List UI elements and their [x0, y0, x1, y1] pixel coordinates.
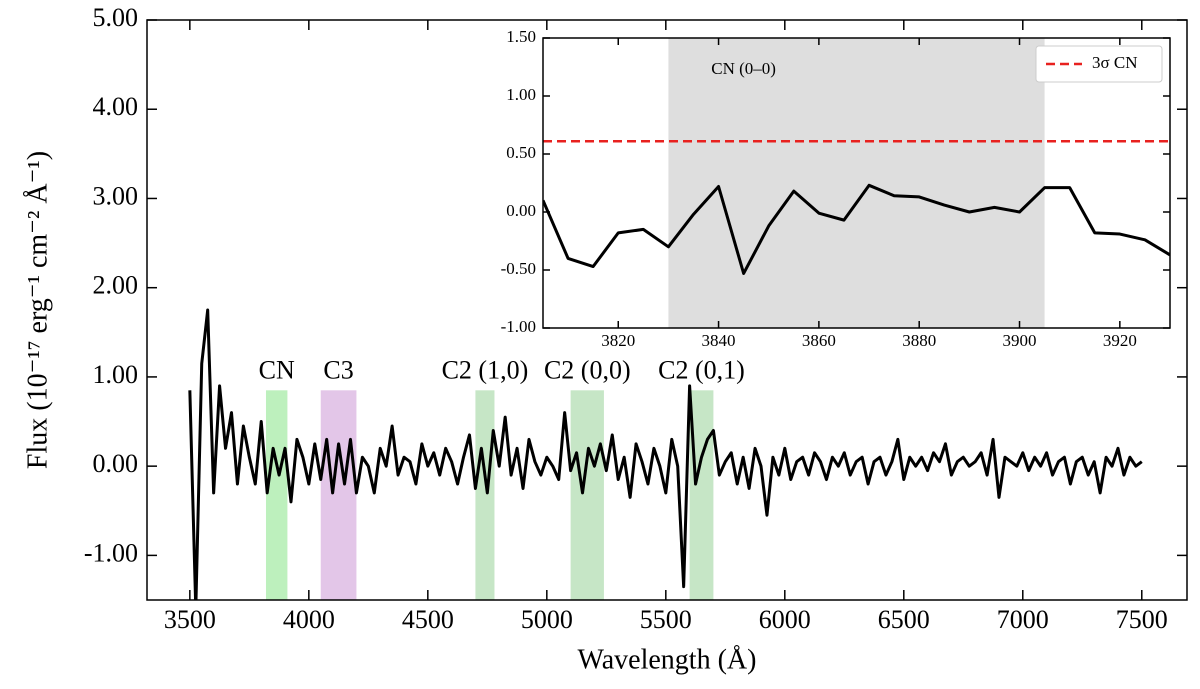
band	[265, 390, 288, 600]
plot-1: CN (0–0) 3820 3840 3860 3880 3900 3920 -1.00 -0.…	[501, 27, 1171, 350]
legend-label: 3σ CN	[1092, 53, 1138, 72]
x-tick-label: 7000	[997, 605, 1049, 634]
y-tick-label: 3.00	[93, 181, 139, 210]
clip-group	[188, 308, 1143, 600]
x-tick-label: 3860	[802, 331, 836, 350]
y-tick-label: -0.50	[501, 259, 536, 278]
y-tick-label: 5.00	[93, 3, 139, 32]
y-tick-label: 0.00	[506, 201, 536, 220]
y-axis-label: Flux (10⁻¹⁷ erg⁻¹ cm⁻² Å⁻¹)	[22, 151, 53, 469]
y-tick-label: 1.00	[93, 360, 139, 389]
span	[668, 38, 1045, 328]
clip-group	[543, 38, 1170, 328]
spectrum-line	[543, 183, 1170, 275]
spectrum-line	[188, 308, 1143, 600]
span-label: CN (0–0)	[711, 59, 776, 78]
x-tick-label: 3880	[902, 331, 936, 350]
y-tick-label: -1.00	[501, 317, 536, 336]
band-label: C2 (0,1)	[658, 355, 745, 384]
x-axis-label: Wavelength (Å)	[578, 644, 757, 675]
y-tick-label: 1.00	[506, 85, 536, 104]
x-tick-label: 3500	[164, 605, 216, 634]
band-label: C3	[323, 355, 353, 384]
x-tick-label: 3920	[1103, 331, 1137, 350]
band-label: C2 (1,0)	[442, 355, 529, 384]
x-tick-label: 6000	[759, 605, 811, 634]
band	[320, 390, 357, 600]
x-tick-label: 3820	[601, 331, 635, 350]
y-tick-label: 0.00	[93, 449, 139, 478]
y-tick-label: 1.50	[506, 27, 536, 46]
x-tick-label: 3900	[1003, 331, 1037, 350]
band	[475, 390, 495, 600]
y-tick-label: 4.00	[93, 92, 139, 121]
y-tick-label: 2.00	[93, 271, 139, 300]
y-tick-label: 0.50	[506, 143, 536, 162]
band	[570, 390, 604, 600]
x-tick-label: 7500	[1116, 605, 1168, 634]
x-tick-label: 5500	[640, 605, 692, 634]
band-label: C2 (0,0)	[544, 355, 631, 384]
x-tick-label: 4500	[402, 605, 454, 634]
plot-frame	[146, 19, 1188, 601]
y-tick-label: -1.00	[84, 538, 138, 567]
x-tick-label: 5000	[521, 605, 573, 634]
x-tick-label: 4000	[283, 605, 335, 634]
x-tick-label: 3840	[702, 331, 736, 350]
band-label: CN	[259, 355, 295, 384]
x-tick-label: 6500	[878, 605, 930, 634]
legend-box	[1035, 45, 1163, 83]
plot-frame	[542, 37, 1171, 329]
